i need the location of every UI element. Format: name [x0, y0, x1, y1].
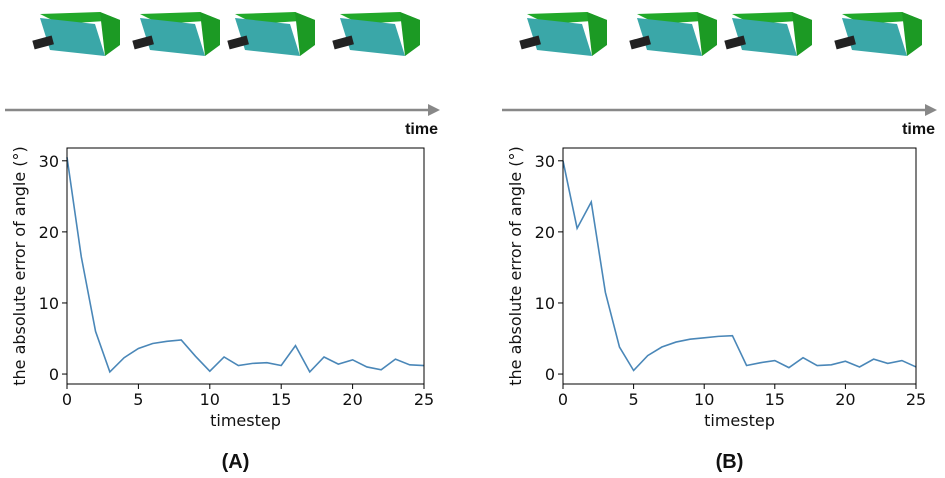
plot-frame — [562, 147, 917, 385]
y-tick-label: 0 — [49, 365, 59, 384]
time-label: time — [902, 121, 935, 138]
box-side — [902, 12, 922, 56]
box-side — [400, 12, 420, 56]
gripper — [519, 35, 541, 50]
gripper — [332, 35, 354, 50]
y-tick-label: 30 — [39, 152, 59, 171]
box-front — [340, 18, 405, 56]
y-tick-label: 10 — [39, 294, 59, 313]
caption: (A) — [222, 451, 250, 473]
x-axis-label: timestep — [704, 411, 775, 430]
plot-frame — [66, 147, 425, 385]
time-arrow-head — [428, 104, 440, 116]
x-tick-label: 25 — [414, 390, 434, 409]
box-side — [792, 12, 812, 56]
caption: (B) — [716, 451, 744, 473]
x-tick-label: 20 — [835, 390, 855, 409]
x-tick-label: 25 — [906, 390, 926, 409]
y-tick-label: 20 — [39, 223, 59, 242]
box-side — [697, 12, 717, 56]
x-tick-label: 15 — [765, 390, 785, 409]
line — [66, 157, 425, 374]
gripper — [724, 35, 746, 50]
box-side — [100, 12, 120, 56]
x-tick-label: 0 — [62, 390, 72, 409]
gripper — [32, 35, 54, 50]
box-front — [527, 18, 592, 56]
x-tick-label: 20 — [342, 390, 362, 409]
gripper — [227, 35, 249, 50]
x-tick-label: 0 — [558, 390, 568, 409]
box-front — [637, 18, 702, 56]
x-tick-label: 10 — [694, 390, 714, 409]
x-tick-label: 10 — [200, 390, 220, 409]
y-axis-label: the absolute error of angle (°) — [10, 146, 29, 386]
x-tick-label: 5 — [629, 390, 639, 409]
x-tick-label: 15 — [271, 390, 291, 409]
box-front — [842, 18, 907, 56]
gripper — [629, 35, 651, 50]
box-front — [732, 18, 797, 56]
y-tick-label: 20 — [535, 223, 555, 242]
box-front — [40, 18, 105, 56]
gripper — [834, 35, 856, 50]
box-front — [235, 18, 300, 56]
box-front — [140, 18, 205, 56]
box-side — [200, 12, 220, 56]
y-tick-label: 10 — [535, 294, 555, 313]
line — [562, 160, 917, 372]
y-axis-label: the absolute error of angle (°) — [506, 146, 525, 386]
x-axis-label: timestep — [210, 411, 281, 430]
box-side — [295, 12, 315, 56]
y-tick-label: 0 — [545, 365, 555, 384]
gripper — [132, 35, 154, 50]
time-label: time — [405, 121, 438, 138]
x-tick-label: 5 — [133, 390, 143, 409]
y-tick-label: 30 — [535, 152, 555, 171]
time-arrow-head — [925, 104, 937, 116]
box-side — [587, 12, 607, 56]
